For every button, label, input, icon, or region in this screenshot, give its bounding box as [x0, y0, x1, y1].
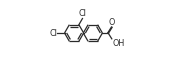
- Text: Cl: Cl: [78, 9, 86, 18]
- Text: OH: OH: [112, 39, 124, 48]
- Text: Cl: Cl: [49, 29, 57, 37]
- Text: O: O: [109, 18, 115, 27]
